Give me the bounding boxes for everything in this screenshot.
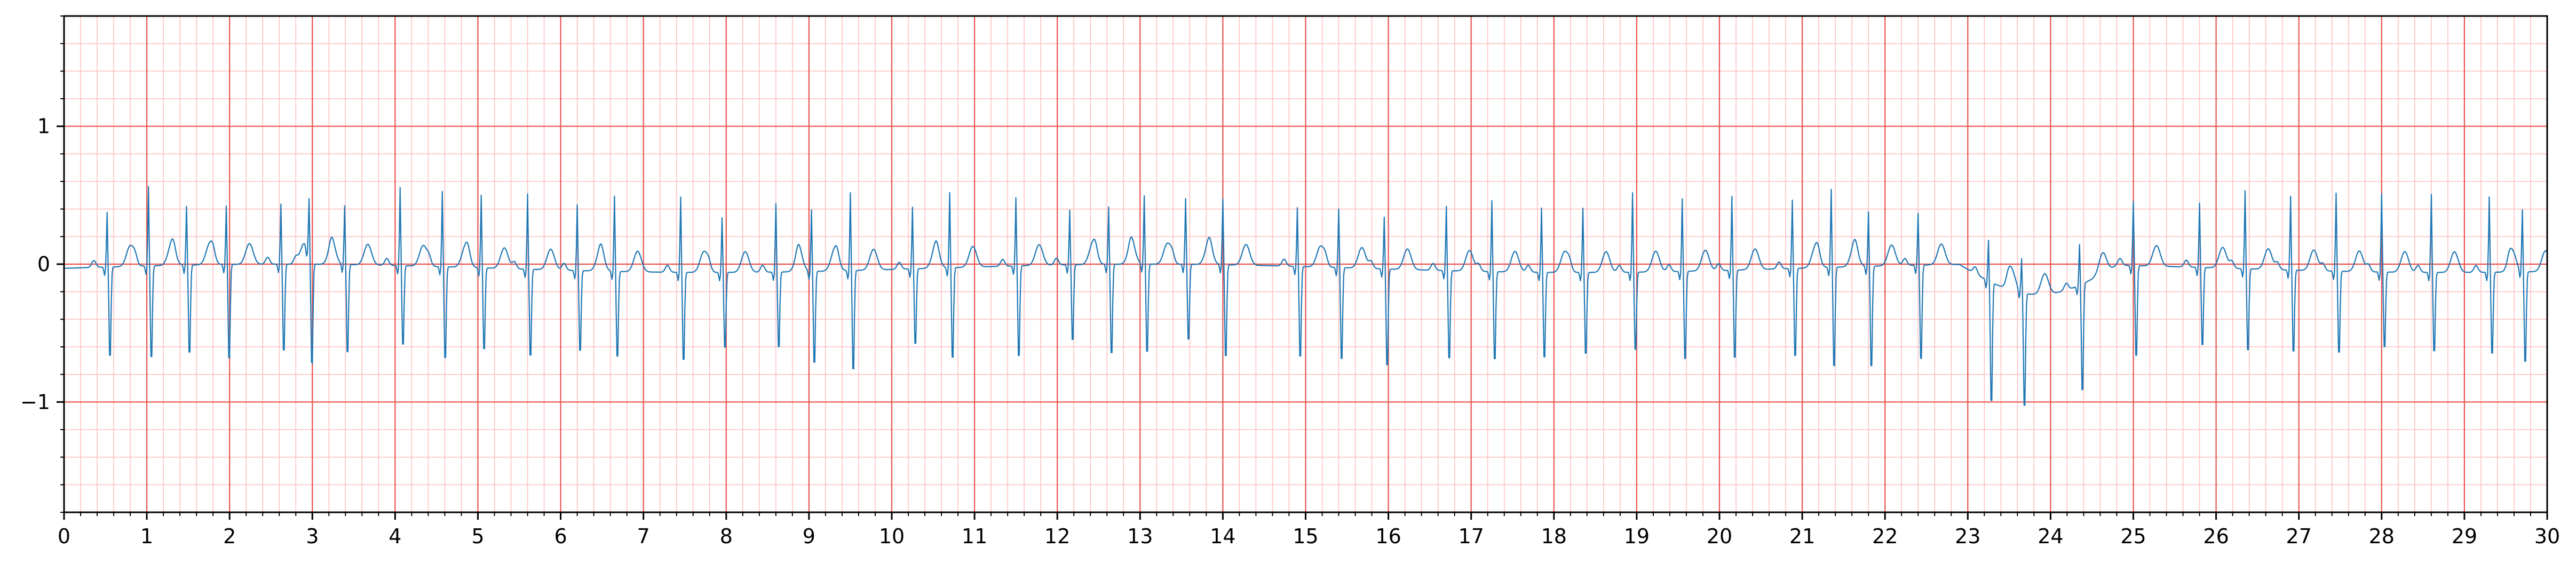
x-tick-label: 21: [1789, 525, 1815, 548]
x-tick-label: 28: [2369, 525, 2395, 548]
y-tick-label: 0: [37, 252, 50, 276]
x-tick-label: 5: [471, 525, 484, 548]
x-tick-label: 23: [1955, 525, 1980, 548]
x-tick-label: 22: [1872, 525, 1898, 548]
x-tick-label: 1: [140, 525, 153, 548]
x-tick-label: 29: [2452, 525, 2477, 548]
x-tick-label: 11: [962, 525, 987, 548]
y-axis: −1 0 1: [20, 15, 64, 513]
x-tick-label: 26: [2203, 525, 2229, 548]
x-tick-label: 18: [1541, 525, 1567, 548]
x-tick-label: 19: [1624, 525, 1650, 548]
ecg-trace-line: [64, 186, 2548, 406]
x-tick-label: 17: [1459, 525, 1484, 548]
x-axis: 0 1 2 3 4 5 6 7 8 9 10 11 12 13 14 15 16 17 18 19 20 21 22 23 24…: [58, 512, 2560, 548]
x-tick-label: 2: [223, 525, 236, 548]
x-tick-label: 12: [1044, 525, 1070, 548]
y-tick-label: 1: [37, 115, 50, 138]
x-tick-label: 10: [879, 525, 905, 548]
x-tick-label: 27: [2286, 525, 2312, 548]
x-tick-label: 13: [1127, 525, 1153, 548]
x-tick-label: 15: [1293, 525, 1318, 548]
x-tick-label: 7: [637, 525, 650, 548]
x-tick-label: 25: [2120, 525, 2146, 548]
x-tick-label: 3: [306, 525, 319, 548]
x-tick-label: 14: [1210, 525, 1235, 548]
ecg-trace-layer: [64, 186, 2548, 406]
x-tick-label: 0: [58, 525, 70, 548]
x-tick-label: 20: [1707, 525, 1732, 548]
x-tick-label: 6: [554, 525, 567, 548]
y-tick-label: −1: [20, 390, 50, 414]
x-tick-label: 16: [1375, 525, 1401, 548]
x-tick-label: 30: [2534, 525, 2560, 548]
x-tick-label: 24: [2038, 525, 2063, 548]
x-tick-label: 8: [720, 525, 733, 548]
x-tick-label: 4: [389, 525, 401, 548]
x-tick-label: 9: [803, 525, 815, 548]
